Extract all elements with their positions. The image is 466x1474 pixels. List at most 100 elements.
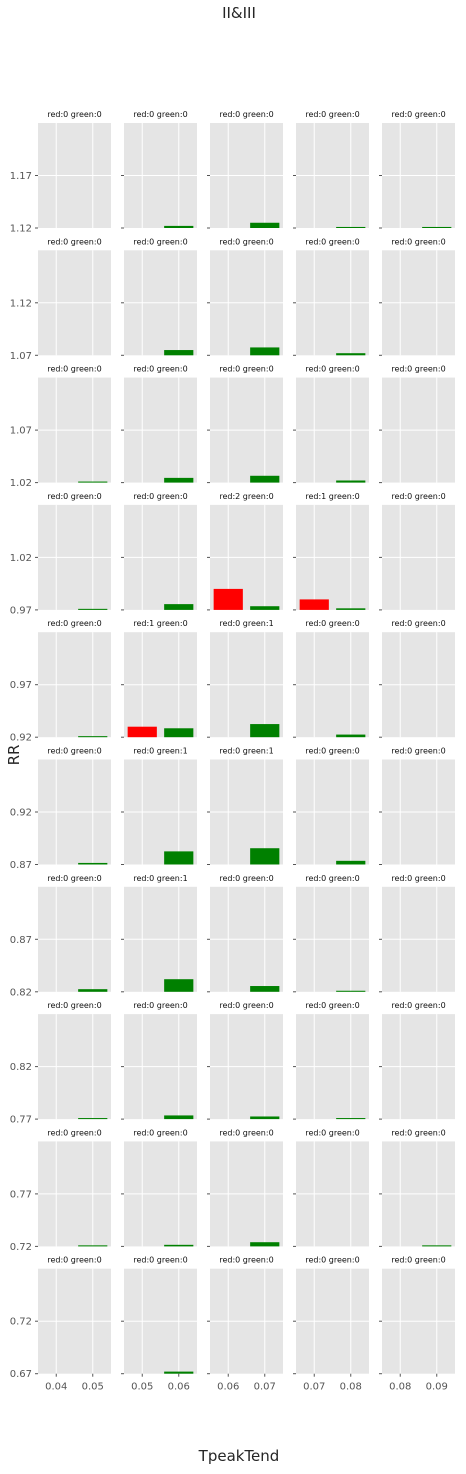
bar-green xyxy=(78,736,108,738)
y-tick-label: 0.92 xyxy=(10,808,32,819)
panel-r2-c3: red:0 green:0 xyxy=(293,365,369,484)
panel-r5-c4: red:0 green:0 xyxy=(379,747,455,865)
panel-r3-c0: red:0 green:0 1.02 0.97 xyxy=(10,492,111,616)
panel-title: red:0 green:0 xyxy=(47,619,101,628)
y-tick-label: 0.87 xyxy=(10,935,32,946)
bar-green xyxy=(164,1115,194,1120)
panel-r4-c1: red:1 green:0 xyxy=(121,619,197,738)
bar-green xyxy=(336,1118,366,1120)
x-tick-label: 0.08 xyxy=(389,1382,411,1393)
panel-title: red:0 green:0 xyxy=(391,619,445,628)
x-axis-title: TpeakTend xyxy=(198,1447,280,1465)
y-tick-label: 0.72 xyxy=(10,1242,32,1253)
panel-r4-c0: red:0 green:0 0.97 0.92 xyxy=(10,619,111,744)
panel-r2-c1: red:0 green:0 xyxy=(121,365,197,484)
bar-green xyxy=(250,1116,280,1120)
bar-green xyxy=(336,990,366,992)
panel-r5-c3: red:0 green:0 xyxy=(293,747,369,865)
x-tick-label: 0.05 xyxy=(131,1382,153,1393)
y-tick-label: 1.17 xyxy=(10,171,32,182)
panel-title: red:0 green:0 xyxy=(305,747,359,756)
panel-r5-c1: red:0 green:1 xyxy=(121,747,197,865)
panel-title: red:0 green:1 xyxy=(133,874,187,883)
bar-red xyxy=(127,726,157,738)
bar-green xyxy=(250,475,280,483)
bar-green xyxy=(336,608,366,610)
panel-r8-c3: red:0 green:0 xyxy=(293,1128,369,1247)
bar-green xyxy=(336,226,366,228)
panel-title: red:0 green:0 xyxy=(133,492,187,501)
panel-title: red:0 green:0 xyxy=(391,110,445,119)
y-tick-label: 1.12 xyxy=(10,224,32,235)
y-tick-label: 0.97 xyxy=(10,605,32,616)
y-tick-label: 0.72 xyxy=(10,1317,32,1328)
panel-r8-c0: red:0 green:0 0.77 0.72 xyxy=(10,1128,111,1253)
panel-title: red:1 green:0 xyxy=(133,619,187,628)
bar-green xyxy=(164,604,194,610)
panel-title: red:0 green:0 xyxy=(391,492,445,501)
bar-green xyxy=(164,225,194,228)
panel-title: red:0 green:0 xyxy=(219,237,273,246)
panel-title: red:0 green:0 xyxy=(219,1256,273,1265)
panel-title: red:0 green:0 xyxy=(305,1001,359,1010)
panel-title: red:0 green:0 xyxy=(133,110,187,119)
x-tick-label: 0.08 xyxy=(340,1382,362,1393)
y-tick-label: 0.92 xyxy=(10,733,32,744)
panel-r6-c1: red:0 green:1 xyxy=(121,874,197,993)
panel-r4-c4: red:0 green:0 xyxy=(379,619,455,738)
bar-green xyxy=(78,608,108,610)
panel-r7-c2: red:0 green:0 xyxy=(207,1001,283,1120)
panel-r8-c2: red:0 green:0 xyxy=(207,1128,283,1247)
bar-green xyxy=(78,1118,108,1120)
panel-title: red:0 green:0 xyxy=(47,1001,101,1010)
panel-r3-c4: red:0 green:0 xyxy=(379,492,455,611)
bar-green xyxy=(250,347,280,356)
panel-title: red:0 green:0 xyxy=(305,1256,359,1265)
panel-r2-c0: red:0 green:0 1.07 1.02 xyxy=(10,365,111,489)
panel-r6-c3: red:0 green:0 xyxy=(293,874,369,993)
panel-r7-c4: red:0 green:0 xyxy=(379,1001,455,1120)
bar-green xyxy=(164,1244,194,1247)
panel-r1-c0: red:0 green:0 1.12 1.07 xyxy=(10,237,111,362)
x-tick-label: 0.06 xyxy=(168,1382,190,1393)
panel-r7-c1: red:0 green:0 xyxy=(121,1001,197,1120)
panel-title: red:0 green:1 xyxy=(219,619,273,628)
panel-title: red:0 green:0 xyxy=(219,110,273,119)
panel-r9-c1: red:0 green:0 0.05 0.06 xyxy=(121,1256,197,1393)
panel-title: red:0 green:0 xyxy=(391,1001,445,1010)
bar-green xyxy=(78,862,108,865)
panel-title: red:0 green:0 xyxy=(219,1128,273,1137)
panel-title: red:0 green:0 xyxy=(305,1128,359,1137)
x-tick-label: 0.07 xyxy=(254,1382,276,1393)
panel-r9-c3: red:0 green:0 0.07 0.08 xyxy=(293,1256,369,1393)
panel-r9-c4: red:0 green:0 0.08 0.09 xyxy=(379,1256,455,1393)
bar-green xyxy=(78,481,108,483)
panel-r3-c1: red:0 green:0 xyxy=(121,492,197,611)
bar-green xyxy=(250,986,280,992)
y-tick-label: 0.82 xyxy=(10,1062,32,1073)
panel-r5-c0: red:0 green:0 0.92 0.87 xyxy=(10,747,111,871)
panel-title: red:0 green:0 xyxy=(305,874,359,883)
panel-r8-c1: red:0 green:0 xyxy=(121,1128,197,1247)
panel-r8-c4: red:0 green:0 xyxy=(379,1128,455,1247)
y-tick-label: 1.07 xyxy=(10,426,32,437)
y-tick-label: 0.87 xyxy=(10,860,32,871)
panel-r1-c1: red:0 green:0 xyxy=(121,237,197,356)
bar-green xyxy=(164,728,194,738)
panel-r1-c2: red:0 green:0 xyxy=(207,237,283,356)
x-tick-label: 0.07 xyxy=(303,1382,325,1393)
panel-r6-c0: red:0 green:0 0.87 0.82 xyxy=(10,874,111,998)
panel-title: red:0 green:0 xyxy=(133,1256,187,1265)
panel-r6-c4: red:0 green:0 xyxy=(379,874,455,993)
panel-r1-c4: red:0 green:0 xyxy=(379,237,455,356)
panel-title: red:0 green:0 xyxy=(133,1001,187,1010)
y-tick-label: 0.77 xyxy=(10,1189,32,1200)
y-tick-label: 1.07 xyxy=(10,351,32,362)
panel-title: red:0 green:0 xyxy=(391,1128,445,1137)
panel-r0-c1: red:0 green:0 xyxy=(121,110,197,229)
panel-r0-c2: red:0 green:0 xyxy=(207,110,283,229)
bar-green xyxy=(336,353,366,356)
panel-r9-c2: red:0 green:0 0.06 0.07 xyxy=(207,1256,283,1393)
x-tick-label: 0.09 xyxy=(426,1382,448,1393)
panel-title: red:0 green:0 xyxy=(219,365,273,374)
